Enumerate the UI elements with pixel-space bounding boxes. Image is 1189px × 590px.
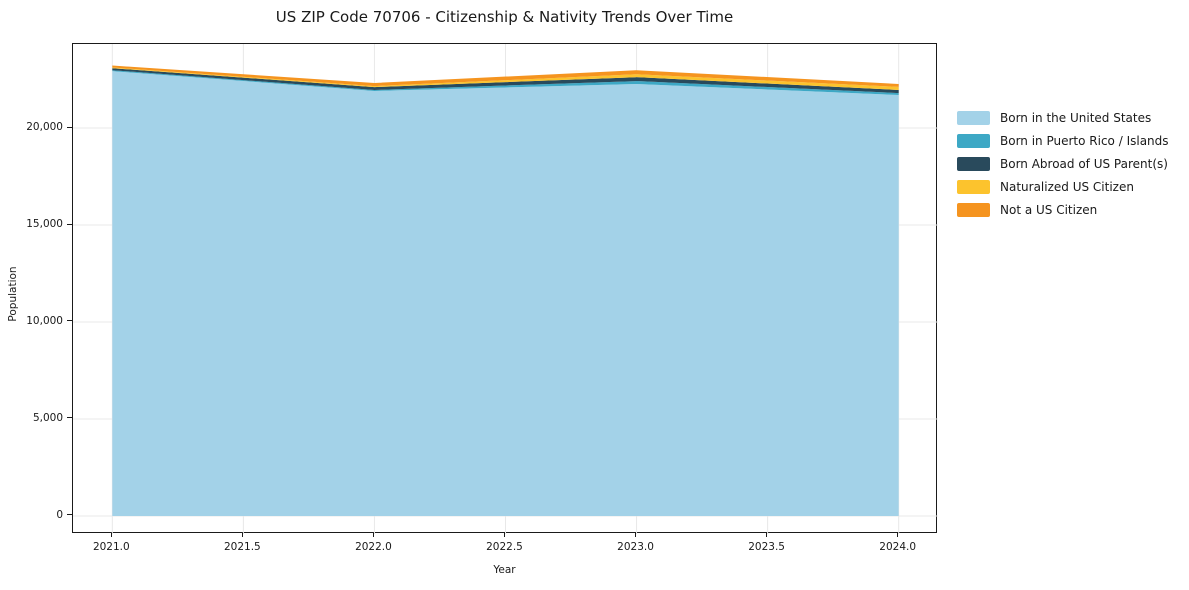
- y-tick-0: [67, 514, 72, 516]
- x-tick-label-3: 2022.5: [486, 541, 523, 553]
- y-tick-1: [67, 417, 72, 419]
- plot-area: [72, 43, 938, 534]
- y-tick-label-2: 10,000: [26, 314, 63, 327]
- x-tick-5: [766, 533, 768, 537]
- y-tick-4: [67, 126, 72, 128]
- y-tick-label-0: 0: [56, 508, 63, 521]
- legend-label-4: Not a US Citizen: [1000, 202, 1098, 217]
- area-series-2: [112, 68, 899, 94]
- x-tick-2: [372, 533, 374, 537]
- y-tick-label-3: 15,000: [26, 218, 63, 230]
- area-series-4: [112, 65, 899, 87]
- legend-swatch-1: [957, 133, 990, 148]
- x-tick-1: [241, 533, 243, 537]
- legend-label-0: Born in the United States: [1000, 110, 1152, 125]
- chart-title: US ZIP Code 70706 - Citizenship & Nativi…: [275, 8, 734, 26]
- legend-swatch-2: [957, 156, 990, 171]
- legend-swatch-3: [957, 179, 990, 194]
- legend-item-1: Born in Puerto Rico / Islands: [957, 129, 1169, 152]
- area-series-3: [112, 67, 899, 90]
- y-tick-label-1: 5,000: [32, 411, 63, 424]
- x-tick-6: [897, 533, 899, 537]
- y-tick-3: [67, 223, 72, 225]
- x-tick-label-0: 2021.0: [92, 541, 130, 553]
- x-tick-0: [110, 533, 112, 537]
- y-tick-2: [67, 320, 72, 322]
- legend-label-2: Born Abroad of US Parent(s): [1000, 156, 1168, 171]
- x-tick-label-2: 2022.0: [355, 541, 392, 553]
- x-tick-label-5: 2023.5: [748, 541, 785, 553]
- x-tick-label-6: 2024.0: [879, 541, 917, 553]
- x-tick-label-1: 2021.5: [224, 541, 261, 553]
- legend-swatch-0: [957, 110, 990, 125]
- legend-item-4: Not a US Citizen: [957, 198, 1169, 221]
- area-series-0: [112, 71, 899, 516]
- area-series-1: [112, 70, 899, 96]
- legend-label-1: Born in Puerto Rico / Islands: [1000, 133, 1169, 148]
- stacked-area-svg: [73, 44, 938, 534]
- x-axis-label: Year: [493, 564, 516, 576]
- legend-item-2: Born Abroad of US Parent(s): [957, 152, 1169, 175]
- legend-item-3: Naturalized US Citizen: [957, 175, 1169, 198]
- x-tick-label-4: 2023.0: [617, 541, 654, 553]
- legend-item-0: Born in the United States: [957, 106, 1169, 129]
- legend: Born in the United States Born in Puerto …: [957, 106, 1169, 221]
- y-tick-label-4: 20,000: [26, 121, 63, 133]
- x-tick-3: [504, 533, 505, 537]
- legend-swatch-4: [957, 202, 990, 217]
- legend-label-3: Naturalized US Citizen: [1000, 179, 1134, 194]
- x-tick-4: [635, 533, 637, 537]
- y-axis-label: Population: [7, 266, 19, 322]
